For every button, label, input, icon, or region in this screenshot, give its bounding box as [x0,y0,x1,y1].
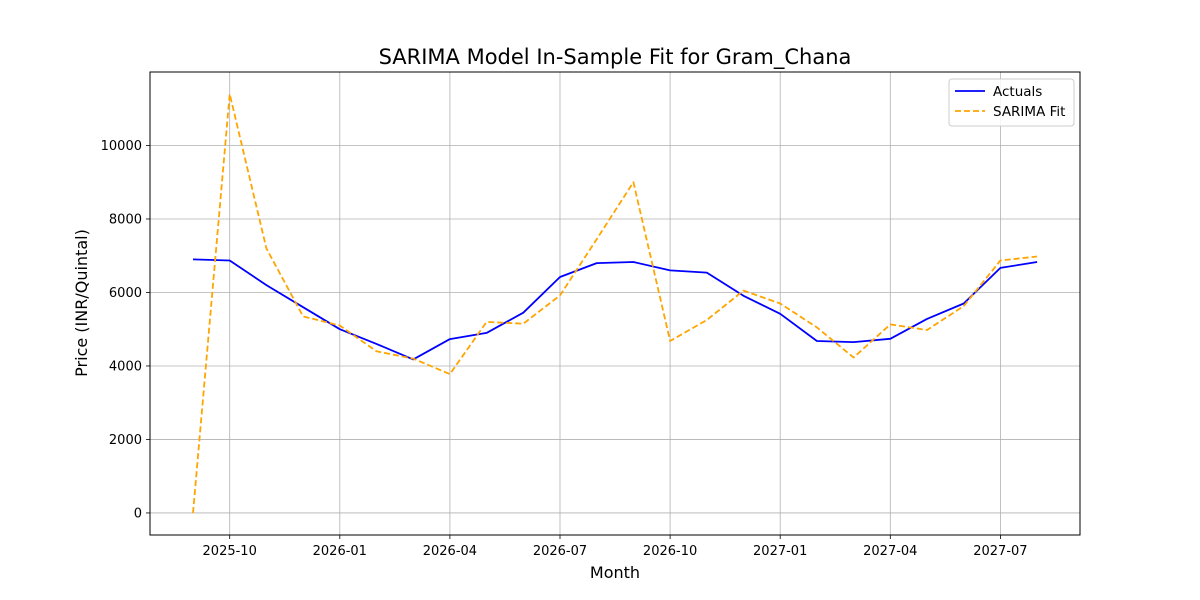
grid [150,72,1080,535]
x-axis-label: Month [590,563,640,582]
legend: Actuals SARIMA Fit [948,78,1075,127]
plot-frame [149,71,1081,536]
x-tick-label: 2025-10 [203,544,257,559]
y-tick-label: 6000 [109,286,142,301]
x-tick-label: 2026-10 [643,544,697,559]
y-tick-label: 0 [134,506,142,521]
chart-title: SARIMA Model In-Sample Fit for Gram_Chan… [379,45,852,70]
y-axis-label: Price (INR/Quintal) [72,229,91,377]
x-tick-label: 2026-04 [423,544,477,559]
legend-label-actuals: Actuals [993,84,1042,100]
y-tick-label: 2000 [109,433,142,448]
y-tick-label: 4000 [109,359,142,374]
x-tick-label: 2027-07 [973,544,1027,559]
legend-label-sarima-fit: SARIMA Fit [993,104,1065,120]
x-tick-label: 2026-01 [313,544,367,559]
y-tick-label: 10000 [101,139,142,154]
y-tick-label: 8000 [109,212,142,227]
x-tick-label: 2026-07 [533,544,587,559]
x-tick-label: 2027-04 [863,544,917,559]
ticks: 0 2000 4000 6000 8000 10000 2025-10 2026-01 2026… [101,139,1028,559]
series-line-actuals [192,258,1038,361]
series-line-sarima-fit [192,93,1038,514]
series-layer [192,93,1038,514]
x-tick-label: 2027-01 [753,544,807,559]
